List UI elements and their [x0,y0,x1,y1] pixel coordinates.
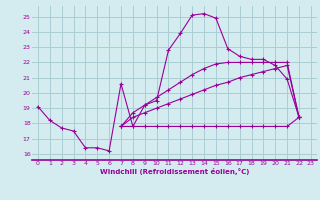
X-axis label: Windchill (Refroidissement éolien,°C): Windchill (Refroidissement éolien,°C) [100,168,249,175]
